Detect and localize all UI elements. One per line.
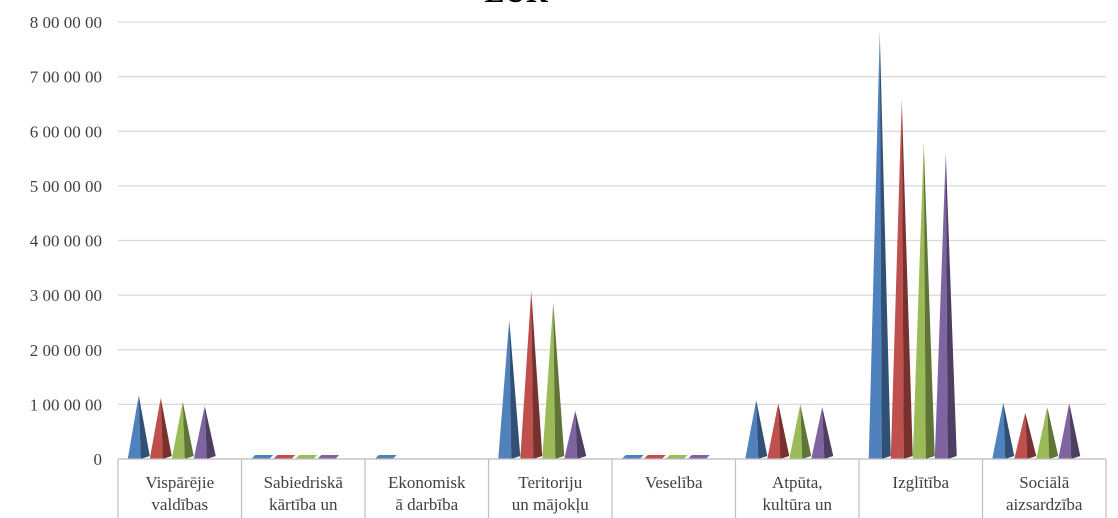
bar <box>621 455 644 459</box>
bar <box>171 401 194 459</box>
x-category-label: valdības <box>151 495 208 514</box>
bar <box>1058 403 1081 459</box>
bar <box>251 455 274 459</box>
bar-face <box>767 403 781 459</box>
bar-side <box>575 410 587 459</box>
x-category-label: Atpūta, <box>772 473 823 492</box>
bar-side <box>182 401 194 459</box>
bar-side <box>138 395 150 459</box>
bar-side <box>822 407 834 459</box>
bar-face <box>868 31 882 460</box>
bars <box>127 31 1081 460</box>
bar <box>687 455 710 459</box>
bar <box>789 404 812 459</box>
bar-face <box>992 402 1006 459</box>
bar <box>643 455 666 459</box>
bar-face <box>498 319 512 459</box>
chart-title: EUR <box>484 0 548 9</box>
x-category-label: Izglītība <box>892 473 949 492</box>
bar-face <box>811 407 825 459</box>
bar <box>745 400 768 459</box>
bar-face <box>542 302 556 459</box>
y-tick-label: 8 00 00 00 <box>30 13 102 32</box>
gridlines <box>118 21 1106 460</box>
bar-side <box>1069 403 1081 459</box>
y-tick-label: 5 00 00 00 <box>30 177 102 196</box>
bar <box>1036 407 1059 459</box>
bar-side <box>1047 407 1059 459</box>
bar-side <box>531 290 543 459</box>
bar <box>273 455 296 459</box>
bar <box>1014 412 1037 459</box>
x-category-label: un mājokļu <box>512 495 589 514</box>
bar-face <box>520 290 534 459</box>
bar-face <box>890 99 904 459</box>
bar-side <box>901 99 913 459</box>
y-axis: 0 1 00 00 00 2 00 00 00 3 00 00 00 4 00 00 0… <box>30 13 102 469</box>
bar-side <box>756 400 768 459</box>
bar-face <box>789 404 803 459</box>
bar-side <box>1003 402 1015 459</box>
bar-side <box>509 319 521 459</box>
bar <box>811 407 834 459</box>
x-category-label: aizsardzība <box>1006 495 1083 514</box>
bar-face <box>1014 412 1028 459</box>
bar-side <box>800 404 812 459</box>
x-category-label: Ekonomisk <box>388 473 466 492</box>
x-category-label: Sabiedriskā <box>264 473 344 492</box>
x-category-label: Veselība <box>645 473 703 492</box>
bar-face <box>171 401 185 459</box>
bar <box>868 31 891 460</box>
bar-side <box>553 302 565 459</box>
x-category-label: kultūra un <box>763 495 833 514</box>
bar-side <box>879 31 891 460</box>
bar <box>374 455 397 459</box>
y-tick-label: 6 00 00 00 <box>30 122 102 141</box>
y-tick-label: 2 00 00 00 <box>30 341 102 360</box>
bar-face <box>149 397 163 459</box>
bar-face <box>127 395 141 459</box>
bar <box>564 410 587 459</box>
bar <box>295 455 318 459</box>
bar-side <box>204 406 216 459</box>
bar-side <box>778 403 790 459</box>
bar <box>317 455 340 459</box>
bar-side <box>945 153 957 459</box>
bar-side <box>923 143 935 459</box>
x-category-label: kārtība un <box>269 495 338 514</box>
x-axis: Vispārējie valdības Sabiedriskā kārtība un E… <box>117 458 1107 518</box>
y-tick-label: 0 <box>94 450 103 469</box>
bar-face <box>193 406 207 459</box>
x-category-label: Teritoriju <box>518 473 582 492</box>
bar <box>665 455 688 459</box>
bar <box>890 99 913 459</box>
y-tick-label: 7 00 00 00 <box>30 68 102 87</box>
bar <box>912 143 935 459</box>
bar <box>767 403 790 459</box>
bar <box>542 302 565 459</box>
x-category-label: Sociālā <box>1019 473 1069 492</box>
bar-side <box>1025 412 1037 459</box>
bar-face <box>1058 403 1072 459</box>
x-category-label: ā darbība <box>395 495 458 514</box>
bar-face <box>934 153 948 459</box>
bar <box>992 402 1015 459</box>
bar-face <box>564 410 578 459</box>
y-tick-label: 4 00 00 00 <box>30 232 102 251</box>
bar-face <box>745 400 759 459</box>
bar <box>934 153 957 459</box>
bar <box>149 397 172 459</box>
bar <box>193 406 216 459</box>
bar-side <box>160 397 172 459</box>
bar <box>520 290 543 459</box>
x-category-label: Vispārējie <box>145 473 214 492</box>
y-tick-label: 1 00 00 00 <box>30 395 102 414</box>
bar-face <box>1036 407 1050 459</box>
bar-face <box>912 143 926 459</box>
bar <box>498 319 521 459</box>
bar <box>127 395 150 459</box>
y-tick-label: 3 00 00 00 <box>30 286 102 305</box>
